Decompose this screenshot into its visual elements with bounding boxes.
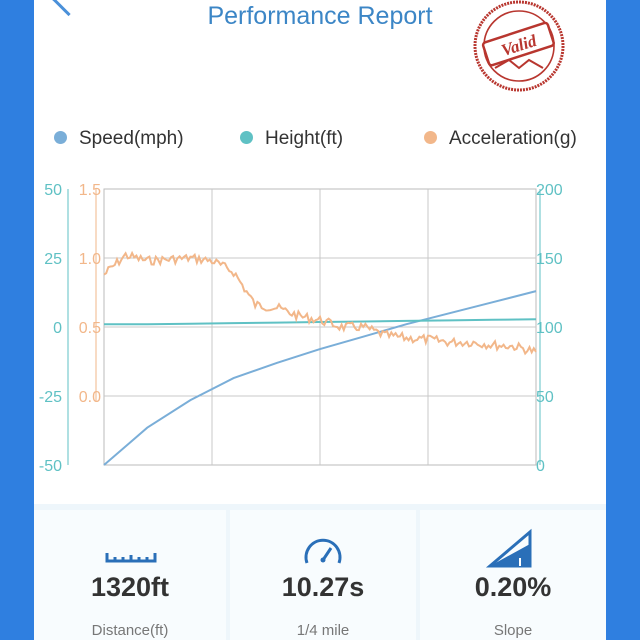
legend-item-acceleration[interactable]: Acceleration(g) (424, 128, 577, 150)
right-tick-label: 50 (536, 389, 554, 406)
left-inner-tick-label: 0.0 (79, 389, 101, 406)
left-outer-tick-label: -25 (39, 389, 62, 406)
left-outer-tick-label: -50 (39, 458, 62, 475)
chart-legend: Speed(mph) Height(ft) Acceleration(g) (34, 128, 606, 158)
quarter-mile-label: 1/4 mile (296, 622, 350, 639)
series-line-height-ft (104, 318, 537, 326)
app-screen: Performance Report Valid Speed(mph) Heig… (34, 0, 606, 640)
ruler-icon (105, 553, 157, 563)
stat-card-slope: 0.20% Slope (420, 510, 606, 640)
legend-dot-icon (240, 131, 253, 144)
distance-label: Distance(ft) (91, 622, 169, 639)
right-tick-label: 150 (536, 251, 563, 268)
left-outer-tick-label: 0 (53, 320, 62, 337)
legend-item-speed[interactable]: Speed(mph) (54, 128, 184, 150)
legend-item-height[interactable]: Height(ft) (240, 128, 343, 150)
left-inner-tick-label: 1.5 (79, 182, 101, 199)
legend-label-speed: Speed(mph) (79, 128, 184, 149)
performance-chart: 50 25 0 -25 -50 1.5 1.0 0.5 0.0 200 150 100 50 0 (39, 182, 563, 475)
quarter-mile-value: 10.27s (281, 572, 365, 602)
legend-dot-icon (54, 131, 67, 144)
left-outer-tick-label: 50 (44, 182, 62, 199)
slope-label: Slope (493, 622, 533, 639)
legend-dot-icon (424, 131, 437, 144)
slope-value: 0.20% (474, 572, 552, 602)
right-tick-label: 100 (536, 320, 563, 337)
distance-value: 1320ft (90, 572, 170, 602)
right-tick-label: 0 (536, 458, 545, 475)
series-line-speed-mph (103, 290, 537, 466)
stats-panel: 1320ft Distance(ft) 10.27s 1/4 mile 0.20… (34, 504, 606, 640)
left-outer-tick-label: 25 (44, 251, 62, 268)
legend-label-height: Height(ft) (265, 128, 344, 149)
speedometer-icon (304, 538, 342, 564)
series-line-acceleration-g (103, 250, 537, 356)
valid-stamp: Valid (473, 0, 565, 92)
legend-label-acceleration: Acceleration(g) (449, 128, 577, 149)
right-tick-label: 200 (536, 182, 563, 199)
page-title: Performance Report (207, 2, 433, 30)
left-inner-tick-label: 0.5 (79, 320, 101, 337)
slope-icon (485, 528, 532, 568)
stat-card-quarter-mile: 10.27s 1/4 mile (230, 510, 416, 640)
stat-card-distance: 1320ft Distance(ft) (34, 510, 226, 640)
left-inner-tick-label: 1.0 (79, 251, 101, 268)
